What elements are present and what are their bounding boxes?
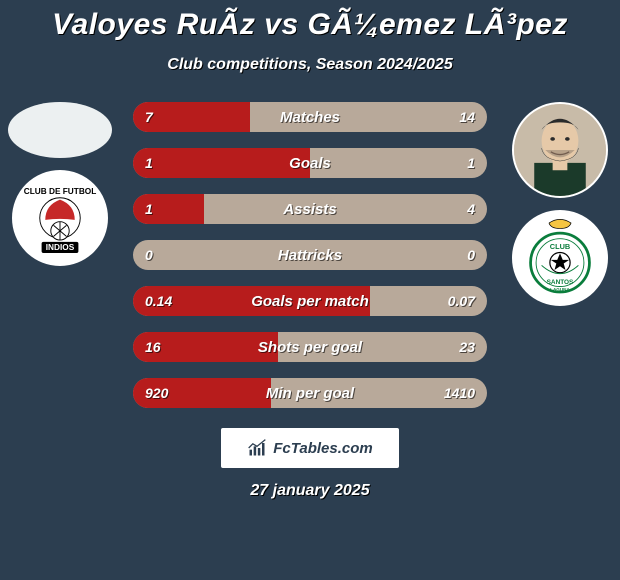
stat-label: Min per goal — [133, 385, 487, 402]
comparison-content: CLUB DE FUTBOL INDIOS — [0, 102, 620, 408]
chart-icon — [247, 438, 267, 458]
right-club-crest: CLUB SANTOS LAGUNA — [512, 210, 608, 306]
stat-label: Shots per goal — [133, 339, 487, 356]
stat-label: Assists — [133, 201, 487, 218]
stat-row: 0.14Goals per match0.07 — [133, 286, 487, 316]
svg-text:CLUB DE FUTBOL: CLUB DE FUTBOL — [24, 187, 97, 196]
right-player-avatar — [512, 102, 608, 198]
left-player-avatar — [8, 102, 112, 158]
stat-bars: 7Matches141Goals11Assists40Hattricks00.1… — [133, 102, 487, 408]
player-portrait-icon — [514, 104, 606, 196]
stat-right-value: 14 — [459, 109, 475, 125]
stat-row: 1Goals1 — [133, 148, 487, 178]
stat-right-value: 1 — [467, 155, 475, 171]
stat-row: 920Min per goal1410 — [133, 378, 487, 408]
svg-text:CLUB: CLUB — [550, 242, 570, 251]
stat-row: 0Hattricks0 — [133, 240, 487, 270]
stat-row: 16Shots per goal23 — [133, 332, 487, 362]
right-player-column: CLUB SANTOS LAGUNA — [500, 102, 620, 306]
stat-label: Goals — [133, 155, 487, 172]
left-player-column: CLUB DE FUTBOL INDIOS — [0, 102, 120, 266]
stat-right-value: 0.07 — [448, 293, 475, 309]
stat-right-value: 23 — [459, 339, 475, 355]
svg-text:INDIOS: INDIOS — [46, 243, 75, 252]
date-label: 27 january 2025 — [0, 482, 620, 500]
left-club-crest: CLUB DE FUTBOL INDIOS — [12, 170, 108, 266]
stat-label: Matches — [133, 109, 487, 126]
svg-text:LAGUNA: LAGUNA — [550, 287, 570, 292]
stat-right-value: 0 — [467, 247, 475, 263]
footer-brand-text: FcTables.com — [273, 440, 372, 457]
stat-row: 7Matches14 — [133, 102, 487, 132]
footer-brand-card: FcTables.com — [221, 428, 399, 468]
stat-label: Goals per match — [133, 293, 487, 310]
page-title: Valoyes RuÃ­z vs GÃ¼emez LÃ³pez — [0, 0, 620, 42]
indios-crest-icon: CLUB DE FUTBOL INDIOS — [14, 172, 106, 264]
stat-label: Hattricks — [133, 247, 487, 264]
svg-text:SANTOS: SANTOS — [547, 279, 574, 286]
santos-crest-icon: CLUB SANTOS LAGUNA — [514, 212, 606, 304]
stat-right-value: 1410 — [444, 385, 475, 401]
stat-row: 1Assists4 — [133, 194, 487, 224]
page-subtitle: Club competitions, Season 2024/2025 — [0, 56, 620, 74]
stat-right-value: 4 — [467, 201, 475, 217]
